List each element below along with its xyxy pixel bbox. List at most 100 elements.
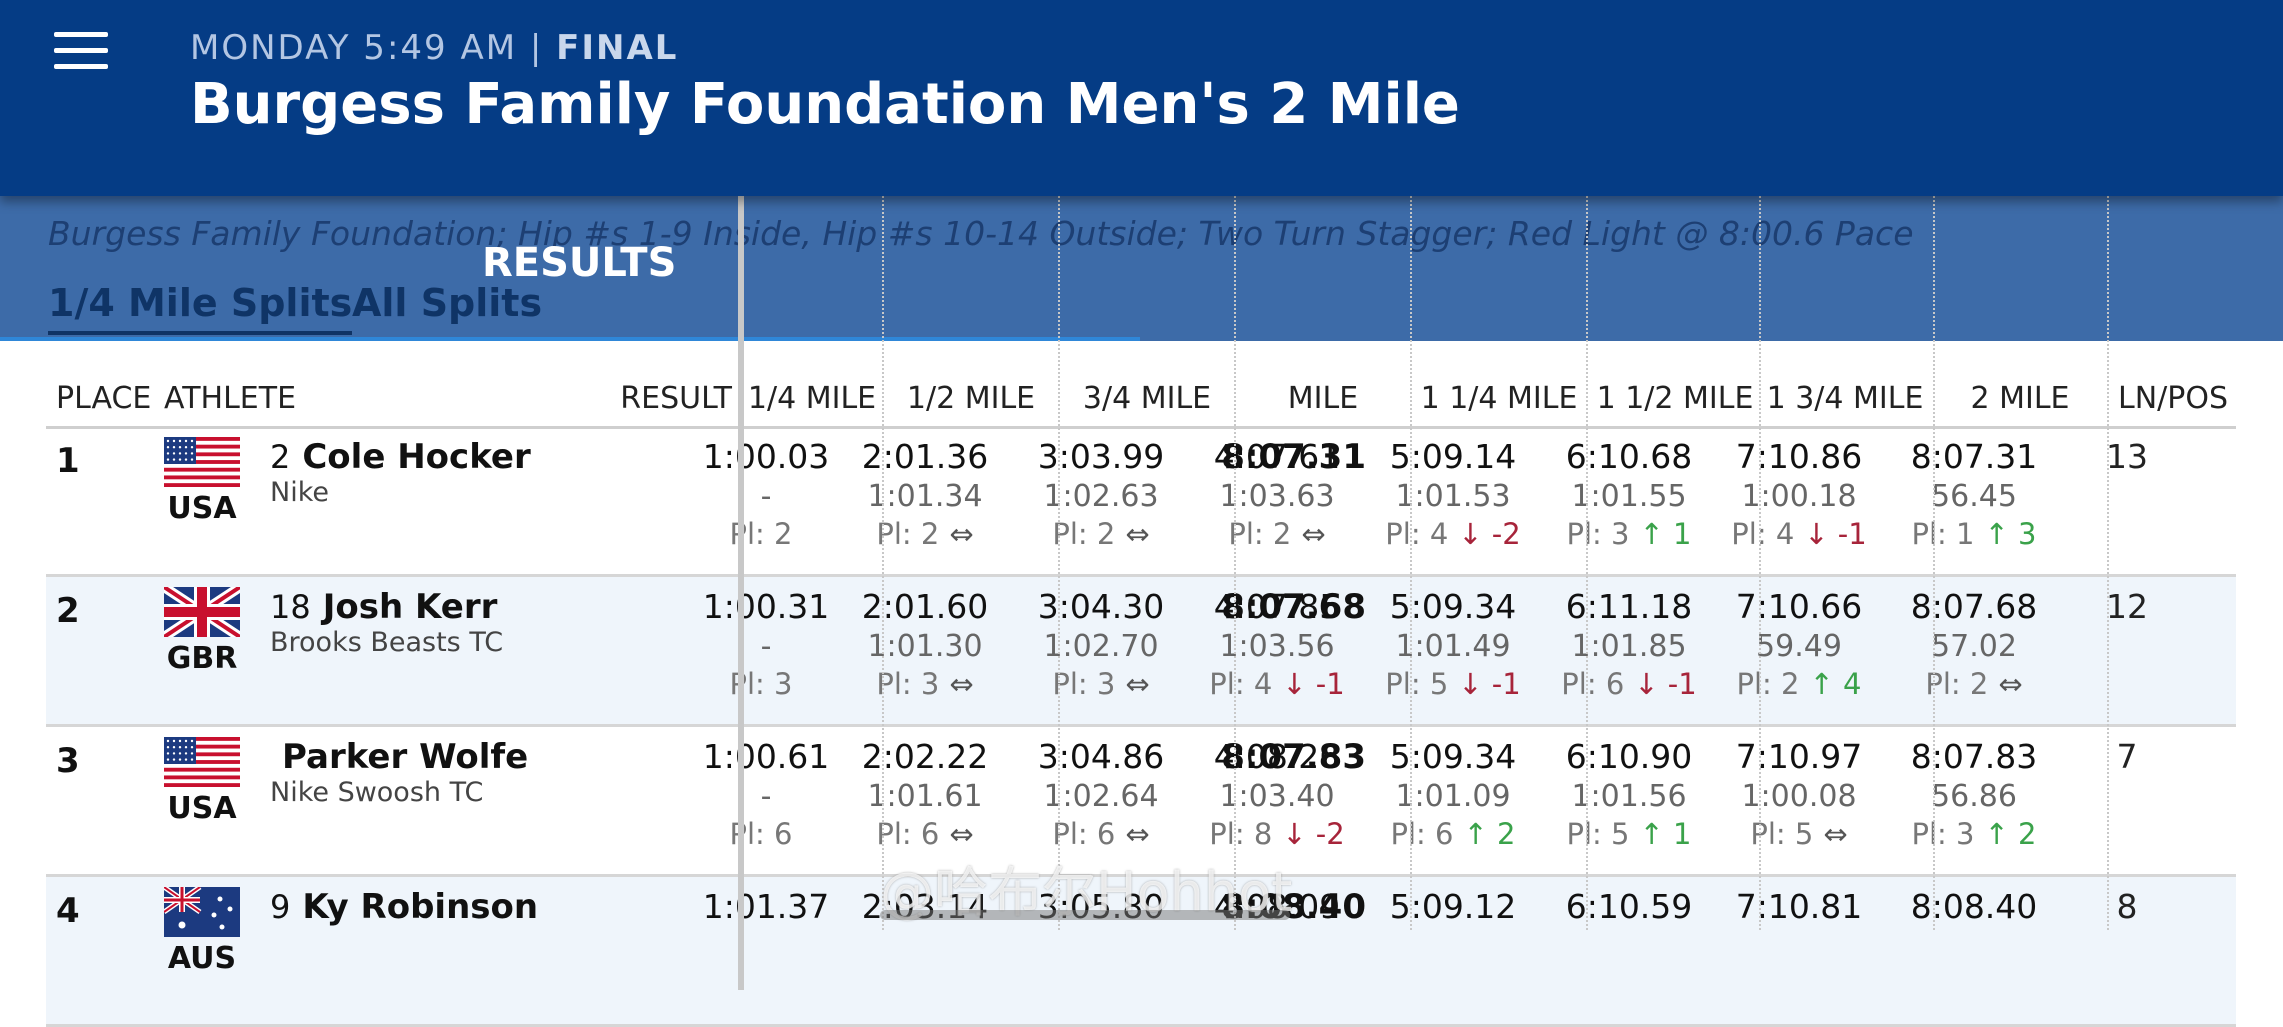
split-cell: 2:01.36 1:01.34 Pl: 2 ⇔ bbox=[840, 427, 1010, 574]
split-place: Pl: 4 bbox=[1385, 517, 1449, 551]
split-cumulative-time: 2:01.60 bbox=[861, 587, 989, 626]
split-lap-time: 1:01.85 bbox=[1571, 629, 1687, 664]
split-position bbox=[1714, 967, 1884, 1001]
split-cell: 5:09.34 1:01.49 Pl: 5 ↓ -1 bbox=[1368, 577, 1538, 724]
result-time: 8:07.83 bbox=[1221, 737, 1366, 777]
split-lap-time: 1:01.61 bbox=[867, 779, 983, 814]
split-cell: 1:00.31- Pl: 3 bbox=[681, 577, 851, 724]
header-athlete[interactable]: ATHLETE bbox=[164, 381, 297, 416]
split-lap-time: 1:00.08 bbox=[1741, 779, 1857, 814]
split-position: Pl: 2 ⇔ bbox=[1016, 517, 1186, 551]
result-time: 8:07.31 bbox=[1221, 437, 1366, 477]
split-place: Pl: 5 bbox=[1385, 667, 1449, 701]
split-cell: 6:11.18 1:01.85 Pl: 6 ↓ -1 bbox=[1544, 577, 1714, 724]
split-cell: 8:07.31 56.45 Pl: 1 ↑ 3 bbox=[1889, 427, 2059, 574]
split-place: Pl: 1 bbox=[1911, 517, 1975, 551]
split-lap-time: 1:02.63 bbox=[1043, 479, 1159, 514]
header-place[interactable]: PLACE bbox=[56, 381, 152, 416]
table-row[interactable]: 2 GBR 18 Josh Kerr Brooks Beasts TC 8:07.68 1:… bbox=[46, 577, 2236, 727]
split-lap-time: 1:02.70 bbox=[1043, 629, 1159, 664]
split-cumulative-time: 5:09.34 bbox=[1389, 587, 1517, 626]
split-cell: 6:10.68 1:01.55 Pl: 3 ↑ 1 bbox=[1544, 427, 1714, 574]
header-split[interactable]: 3/4 MILE bbox=[1082, 381, 1212, 416]
split-cumulative-time: 3:04.86 bbox=[1037, 737, 1165, 776]
split-lap-time: 1:01.30 bbox=[867, 629, 983, 664]
header-split[interactable]: MILE bbox=[1287, 381, 1359, 416]
header-split[interactable]: 1/2 MILE bbox=[906, 381, 1036, 416]
lane-position: 8 bbox=[2116, 887, 2138, 926]
position-change-icon: ⇔ bbox=[1301, 517, 1326, 551]
position-change-icon: ⇔ bbox=[1125, 817, 1150, 851]
split-position: Pl: 5 ↑ 1 bbox=[1544, 817, 1714, 851]
split-position: Pl: 6 ↓ -1 bbox=[1544, 667, 1714, 701]
header-split[interactable]: 1 1/2 MILE bbox=[1596, 381, 1754, 416]
position-change-icon: ↑ 1 bbox=[1639, 817, 1692, 851]
table-row[interactable]: 1 USA 2 Cole Hocker Nike 8:07.31 1:00.03- Pl: 2… bbox=[46, 427, 2236, 577]
position-change-icon: ⇔ bbox=[1998, 667, 2023, 701]
split-cumulative-time: 3:04.30 bbox=[1037, 587, 1165, 626]
split-cumulative-time: 6:10.90 bbox=[1565, 737, 1693, 776]
table-header: PLACE ATHLETE RESULT 1/4 MILE 1/2 MILE 3… bbox=[46, 381, 2236, 429]
split-position bbox=[840, 967, 1010, 1001]
position-change-icon: ↓ -1 bbox=[1458, 667, 1521, 701]
split-cell: 7:10.66 59.49 Pl: 2 ↑ 4 bbox=[1714, 577, 1884, 724]
header-split[interactable]: 2 MILE bbox=[1970, 381, 2070, 416]
split-position: Pl: 2 ⇔ bbox=[1889, 667, 2059, 701]
split-lap-time: 1:00.18 bbox=[1741, 479, 1857, 514]
split-cell: 2:02.22 1:01.61 Pl: 6 ⇔ bbox=[840, 727, 1010, 874]
split-position bbox=[1016, 967, 1186, 1001]
column-divider bbox=[1058, 28, 1060, 930]
split-position: Pl: 4 ↓ -1 bbox=[1192, 667, 1362, 701]
athlete-name-line[interactable]: 2 Cole Hocker bbox=[270, 437, 531, 477]
split-position: Pl: 3 ⇔ bbox=[1016, 667, 1186, 701]
tab-quarter-mile-splits[interactable]: 1/4 Mile Splits bbox=[48, 281, 353, 335]
split-position: Pl: 3 bbox=[681, 667, 851, 701]
place-number: 4 bbox=[56, 891, 80, 931]
hamburger-menu-icon[interactable] bbox=[52, 30, 110, 72]
split-lap-time: 1:01.56 bbox=[1571, 779, 1687, 814]
athlete-name[interactable]: Josh Kerr bbox=[322, 587, 498, 627]
split-position: Pl: 6 ⇔ bbox=[1016, 817, 1186, 851]
position-change-icon: ⇔ bbox=[949, 817, 974, 851]
column-divider bbox=[1586, 28, 1588, 930]
athlete-name[interactable]: Parker Wolfe bbox=[282, 737, 529, 777]
split-cumulative-time: 7:10.86 bbox=[1735, 437, 1863, 476]
position-change-icon: ↓ -2 bbox=[1458, 517, 1521, 551]
split-cumulative-time: 6:11.18 bbox=[1565, 587, 1693, 626]
split-position: Pl: 2 bbox=[681, 517, 851, 551]
place-number: 1 bbox=[56, 441, 80, 481]
split-position bbox=[1889, 967, 2059, 1001]
final-badge: FINAL bbox=[556, 28, 679, 68]
split-position: Pl: 4 ↓ -2 bbox=[1368, 517, 1538, 551]
split-cumulative-time: 8:07.31 bbox=[1910, 437, 2038, 476]
tab-all-splits[interactable]: All Splits bbox=[352, 281, 543, 325]
position-change-icon: ↓ -1 bbox=[1282, 667, 1345, 701]
split-cumulative-time: 4:07.85 bbox=[1213, 587, 1341, 626]
athlete-name[interactable]: Ky Robinson bbox=[302, 887, 539, 927]
athlete-name[interactable]: Cole Hocker bbox=[302, 437, 531, 477]
bib-number: 9 bbox=[270, 888, 291, 926]
athlete-name-line[interactable]: 9 Ky Robinson bbox=[270, 887, 538, 927]
position-change-icon: ↑ 4 bbox=[1809, 667, 1862, 701]
header-split[interactable]: 1 1/4 MILE bbox=[1420, 381, 1578, 416]
split-cumulative-time: 2:02.22 bbox=[861, 737, 989, 776]
split-cumulative-time: 1:00.03 bbox=[702, 437, 830, 476]
lane-position: 7 bbox=[2116, 737, 2138, 776]
split-cell: 3:04.30 1:02.70 Pl: 3 ⇔ bbox=[1016, 577, 1186, 724]
athlete-name-line[interactable]: 18 Josh Kerr bbox=[270, 587, 497, 627]
horizontal-scrollbar[interactable] bbox=[880, 910, 1290, 920]
column-divider bbox=[1234, 28, 1236, 930]
split-position bbox=[1368, 967, 1538, 1001]
header-split[interactable]: 1 3/4 MILE bbox=[1766, 381, 1924, 416]
split-lap-time: 1:01.34 bbox=[867, 479, 983, 514]
header-split[interactable]: 1/4 MILE bbox=[747, 381, 877, 416]
usa-flag-icon bbox=[164, 437, 240, 487]
country-code: GBR bbox=[166, 641, 238, 676]
athlete-name-line[interactable]: Parker Wolfe bbox=[270, 737, 528, 777]
country-code: AUS bbox=[167, 941, 237, 976]
header-result[interactable]: RESULT bbox=[620, 381, 732, 416]
header-lnpos[interactable]: LN/POS bbox=[2117, 381, 2229, 416]
position-change-icon: ⇔ bbox=[949, 517, 974, 551]
split-position: Pl: 2 ⇔ bbox=[840, 517, 1010, 551]
split-place: Pl: 2 bbox=[1736, 667, 1800, 701]
